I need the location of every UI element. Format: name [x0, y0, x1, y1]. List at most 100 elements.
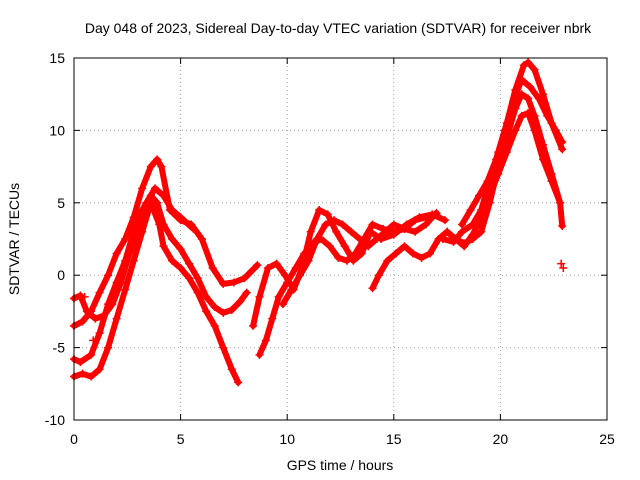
plus-marker [151, 184, 160, 193]
plus-marker [558, 221, 567, 230]
plus-marker [236, 297, 245, 306]
plus-marker [511, 126, 520, 135]
plus-marker [458, 227, 467, 236]
plus-marker [556, 198, 565, 207]
plus-marker [255, 350, 264, 359]
y-tick-label: 15 [49, 50, 65, 66]
series-track-g [278, 208, 441, 309]
plus-marker [389, 220, 398, 229]
chart-title: Day 048 of 2023, Sidereal Day-to-day VTE… [85, 20, 592, 36]
plus-marker [325, 242, 334, 251]
plus-marker [357, 249, 366, 258]
plus-marker [240, 274, 249, 283]
plus-marker [227, 365, 236, 374]
plus-marker [242, 288, 251, 297]
y-tick-label: 0 [57, 267, 65, 283]
plus-marker [539, 140, 548, 149]
plus-marker [129, 213, 138, 222]
plus-marker [274, 292, 283, 301]
plus-marker [168, 256, 177, 265]
plus-marker [95, 365, 104, 374]
plus-marker [193, 274, 202, 283]
plus-marker [306, 227, 315, 236]
plus-marker [153, 155, 162, 164]
plus-marker [159, 220, 168, 229]
plus-marker [202, 307, 211, 316]
plus-marker [133, 227, 142, 236]
plus-marker [278, 300, 287, 309]
series-track-a [70, 198, 243, 387]
plus-marker [78, 369, 87, 378]
plus-marker [460, 239, 469, 248]
y-tick-label: 5 [57, 195, 65, 211]
plus-marker [372, 235, 381, 243]
x-axis: 0 5 10 15 20 25 [70, 58, 615, 447]
plus-marker [112, 249, 121, 258]
plus-marker [485, 198, 494, 207]
plus-marker [121, 285, 130, 294]
x-tick-label: 20 [493, 431, 509, 447]
plus-marker [78, 317, 87, 326]
x-tick-label: 10 [279, 431, 295, 447]
plus-marker [468, 235, 477, 243]
plus-marker [340, 242, 349, 251]
plus-marker [76, 358, 85, 367]
plus-marker [408, 249, 417, 258]
plus-marker [129, 256, 138, 265]
plus-marker [193, 288, 202, 297]
plus-marker [219, 343, 228, 352]
plus-marker [417, 253, 426, 262]
plus-marker [438, 235, 447, 243]
plus-marker [95, 288, 104, 297]
plus-marker [400, 224, 409, 233]
plus-marker [227, 305, 236, 314]
plus-marker [355, 235, 364, 243]
plus-marker [559, 263, 568, 272]
plus-marker [321, 220, 330, 229]
plus-marker [125, 249, 134, 258]
x-tick-label: 0 [70, 431, 78, 447]
plus-marker [509, 97, 518, 106]
plus-marker [364, 242, 373, 251]
plus-marker [108, 300, 117, 309]
plus-marker [255, 292, 264, 301]
y-tick-label: -5 [53, 340, 66, 356]
series-line [369, 110, 566, 292]
plus-marker [547, 169, 556, 178]
series-track-h [368, 109, 567, 293]
plus-marker [116, 278, 125, 287]
plus-marker [534, 94, 543, 103]
series-line [256, 211, 440, 358]
plus-marker [210, 303, 219, 312]
x-tick-label: 5 [177, 431, 185, 447]
plus-marker [426, 249, 435, 258]
y-axis: -10 -5 0 5 10 15 [45, 50, 607, 428]
series-track-f [249, 206, 449, 330]
plus-marker [432, 208, 441, 217]
plus-marker [539, 90, 548, 99]
plus-marker [347, 227, 356, 236]
plus-marker [330, 216, 339, 225]
plus-marker [219, 279, 228, 288]
plus-marker [338, 220, 347, 229]
plus-marker [153, 198, 162, 207]
plus-marker [146, 162, 155, 171]
plus-marker [89, 336, 98, 345]
plus-marker [208, 263, 217, 272]
plus-marker [483, 177, 492, 186]
plus-marker [315, 206, 324, 215]
plus-marker [519, 61, 528, 70]
plus-marker [138, 184, 147, 193]
plus-marker [500, 126, 509, 135]
plus-marker [411, 227, 420, 236]
plus-marker [176, 213, 185, 222]
plus-marker [530, 111, 539, 120]
plus-marker [517, 111, 526, 120]
plus-marker [400, 242, 409, 251]
plus-marker [229, 278, 238, 287]
plus-marker [323, 210, 332, 219]
plus-marker [202, 292, 211, 301]
plus-marker [197, 235, 206, 243]
plus-marker [530, 65, 539, 74]
